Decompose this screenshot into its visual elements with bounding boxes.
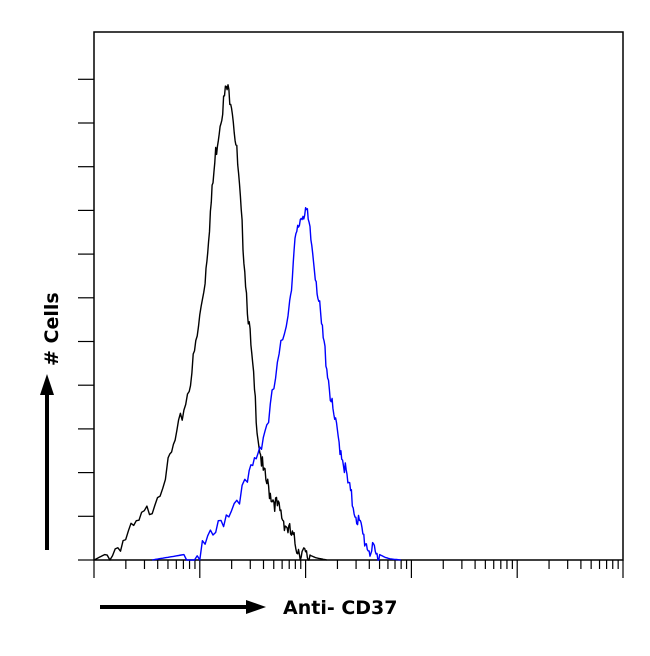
y-axis-label: # Cells <box>41 292 63 366</box>
x-arrow-head <box>246 600 266 614</box>
y-axis-ticks <box>78 78 94 561</box>
y-axis-arrow <box>40 374 54 550</box>
x-axis-arrow <box>100 600 266 614</box>
y-arrow-head <box>40 374 54 395</box>
histogram-series <box>93 84 401 561</box>
x-axis-ticks <box>93 560 624 578</box>
x-axis-label: Anti- CD37 <box>283 597 397 619</box>
series-line-control <box>93 84 327 561</box>
series-line-anti-cd37 <box>152 207 401 561</box>
plot-border <box>93 31 624 561</box>
plot-frame <box>93 31 624 561</box>
